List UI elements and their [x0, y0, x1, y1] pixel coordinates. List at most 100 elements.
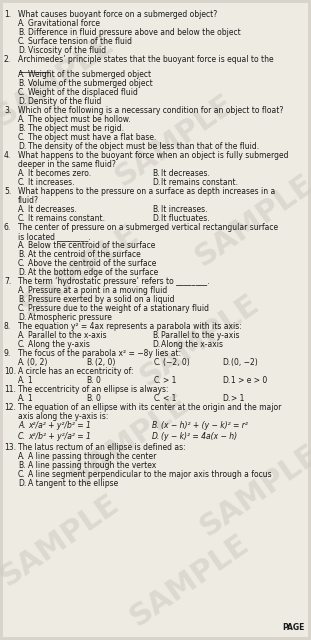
Text: B.: B. — [18, 124, 26, 133]
Text: deeper in the same fluid?: deeper in the same fluid? — [18, 160, 116, 169]
Text: 1: 1 — [27, 394, 32, 403]
Text: B.: B. — [152, 205, 160, 214]
Text: 6.: 6. — [4, 223, 11, 232]
Text: C.: C. — [18, 432, 26, 441]
Text: D.: D. — [18, 479, 26, 488]
Text: B.: B. — [152, 331, 160, 340]
Text: The equation y² = 4ax represents a parabola with its axis:: The equation y² = 4ax represents a parab… — [18, 322, 242, 331]
Text: 5.: 5. — [4, 187, 11, 196]
Text: SAMPLE: SAMPLE — [125, 529, 255, 632]
Text: Parallel to the y-axis: Parallel to the y-axis — [161, 331, 239, 340]
Text: Volume of the submerged object: Volume of the submerged object — [28, 79, 153, 88]
Text: > 1: > 1 — [231, 394, 244, 403]
Text: D.: D. — [18, 142, 26, 151]
Text: (−2, 0): (−2, 0) — [163, 358, 190, 367]
Text: 12.: 12. — [4, 403, 16, 412]
Text: fluid?: fluid? — [18, 196, 39, 205]
Text: > 1: > 1 — [163, 376, 176, 385]
Text: It decreases.: It decreases. — [161, 169, 210, 178]
Text: Along the y-axis: Along the y-axis — [28, 340, 90, 349]
Text: D.: D. — [222, 394, 230, 403]
Text: C.: C. — [18, 340, 26, 349]
Text: SAMPLE: SAMPLE — [195, 438, 311, 541]
Text: D.: D. — [222, 358, 230, 367]
Text: The focus of the parabola x² = −8y lies at:: The focus of the parabola x² = −8y lies … — [18, 349, 181, 358]
Text: x²/b² + y²/a² = 1: x²/b² + y²/a² = 1 — [28, 432, 91, 441]
Text: Parallel to the x-axis: Parallel to the x-axis — [28, 331, 107, 340]
Text: Pressure at a point in a moving fluid: Pressure at a point in a moving fluid — [28, 286, 167, 295]
Text: C.: C. — [18, 37, 26, 46]
Text: PAGE: PAGE — [283, 623, 305, 632]
Text: The latus rectum of an ellipse is defined as:: The latus rectum of an ellipse is define… — [18, 444, 186, 452]
Text: Along the x-axis: Along the x-axis — [161, 340, 223, 349]
Text: Viscosity of the fluid: Viscosity of the fluid — [28, 46, 106, 55]
Text: (0, 2): (0, 2) — [27, 358, 47, 367]
Text: A.: A. — [18, 205, 26, 214]
Text: is located ________.: is located ________. — [18, 232, 91, 241]
Text: SAMPLE: SAMPLE — [110, 88, 240, 191]
Text: A.: A. — [18, 394, 26, 403]
Text: The object must be rigid.: The object must be rigid. — [28, 124, 124, 133]
Text: B.: B. — [18, 28, 26, 37]
Text: A.: A. — [18, 115, 26, 124]
Text: B.: B. — [152, 169, 160, 178]
Text: A.: A. — [18, 376, 26, 385]
Text: ________.: ________. — [18, 64, 51, 73]
Text: Atmospheric pressure: Atmospheric pressure — [28, 313, 112, 322]
Text: axis along the y-axis is:: axis along the y-axis is: — [18, 412, 108, 421]
Text: B.: B. — [18, 295, 26, 304]
Text: D.: D. — [152, 340, 160, 349]
Text: C.: C. — [18, 133, 26, 142]
Text: What happens to the buoyant force when an object is fully submerged: What happens to the buoyant force when a… — [18, 151, 289, 160]
Text: Pressure exerted by a solid on a liquid: Pressure exerted by a solid on a liquid — [28, 295, 174, 304]
Text: 9.: 9. — [4, 349, 11, 358]
Text: At the centroid of the surface: At the centroid of the surface — [28, 250, 141, 259]
Text: 0: 0 — [95, 394, 100, 403]
Text: Surface tension of the fluid: Surface tension of the fluid — [28, 37, 132, 46]
Text: SAMPLE: SAMPLE — [0, 28, 120, 132]
Text: C.: C. — [154, 376, 162, 385]
Text: It becomes zero.: It becomes zero. — [28, 169, 91, 178]
Text: The center of pressure on a submerged vertical rectangular surface: The center of pressure on a submerged ve… — [18, 223, 278, 232]
Text: (x − h)² + (y − k)² = r²: (x − h)² + (y − k)² = r² — [161, 421, 248, 430]
Text: Which of the following is a necessary condition for an object to float?: Which of the following is a necessary co… — [18, 106, 283, 115]
Text: Archimedes’ principle states that the buoyant force is equal to the: Archimedes’ principle states that the bu… — [18, 55, 274, 64]
Text: A.: A. — [18, 331, 26, 340]
Text: x²/a² + y²/b² = 1: x²/a² + y²/b² = 1 — [28, 421, 91, 430]
Text: It decreases.: It decreases. — [28, 205, 77, 214]
Text: C.: C. — [18, 178, 26, 187]
Text: B.: B. — [18, 79, 26, 88]
Text: D.: D. — [222, 376, 230, 385]
Text: D.: D. — [18, 268, 26, 277]
Text: Gravitational force: Gravitational force — [28, 19, 100, 28]
Text: C.: C. — [18, 88, 26, 97]
Text: The eccentricity of an ellipse is always:: The eccentricity of an ellipse is always… — [18, 385, 169, 394]
Text: A.: A. — [18, 70, 26, 79]
Text: SAMPLE: SAMPLE — [65, 388, 195, 492]
Text: A line passing through the center: A line passing through the center — [28, 452, 156, 461]
Text: C.: C. — [18, 470, 26, 479]
Text: 8.: 8. — [4, 322, 11, 331]
Text: SAMPLE: SAMPLE — [0, 488, 125, 591]
Text: The term ‘hydrostatic pressure’ refers to ________.: The term ‘hydrostatic pressure’ refers t… — [18, 277, 210, 286]
Text: It increases.: It increases. — [28, 178, 75, 187]
Text: C.: C. — [154, 394, 162, 403]
Text: At the bottom edge of the surface: At the bottom edge of the surface — [28, 268, 158, 277]
Text: Above the centroid of the surface: Above the centroid of the surface — [28, 259, 156, 268]
Text: A.: A. — [18, 169, 26, 178]
Text: A.: A. — [18, 358, 26, 367]
Text: B.: B. — [18, 250, 26, 259]
Text: (0, −2): (0, −2) — [231, 358, 258, 367]
Text: 1 > e > 0: 1 > e > 0 — [231, 376, 267, 385]
Text: A.: A. — [18, 241, 26, 250]
Text: A line segment perpendicular to the major axis through a focus: A line segment perpendicular to the majo… — [28, 470, 272, 479]
Text: 13.: 13. — [4, 444, 16, 452]
Text: Below the centroid of the surface: Below the centroid of the surface — [28, 241, 156, 250]
Text: The object must be hollow.: The object must be hollow. — [28, 115, 131, 124]
Text: A.: A. — [18, 421, 26, 430]
Text: 1.: 1. — [4, 10, 11, 19]
Text: It remains constant.: It remains constant. — [28, 214, 105, 223]
Text: C.: C. — [18, 259, 26, 268]
Text: 11.: 11. — [4, 385, 16, 394]
Text: (y − k)² = 4a(x − h): (y − k)² = 4a(x − h) — [161, 432, 237, 441]
